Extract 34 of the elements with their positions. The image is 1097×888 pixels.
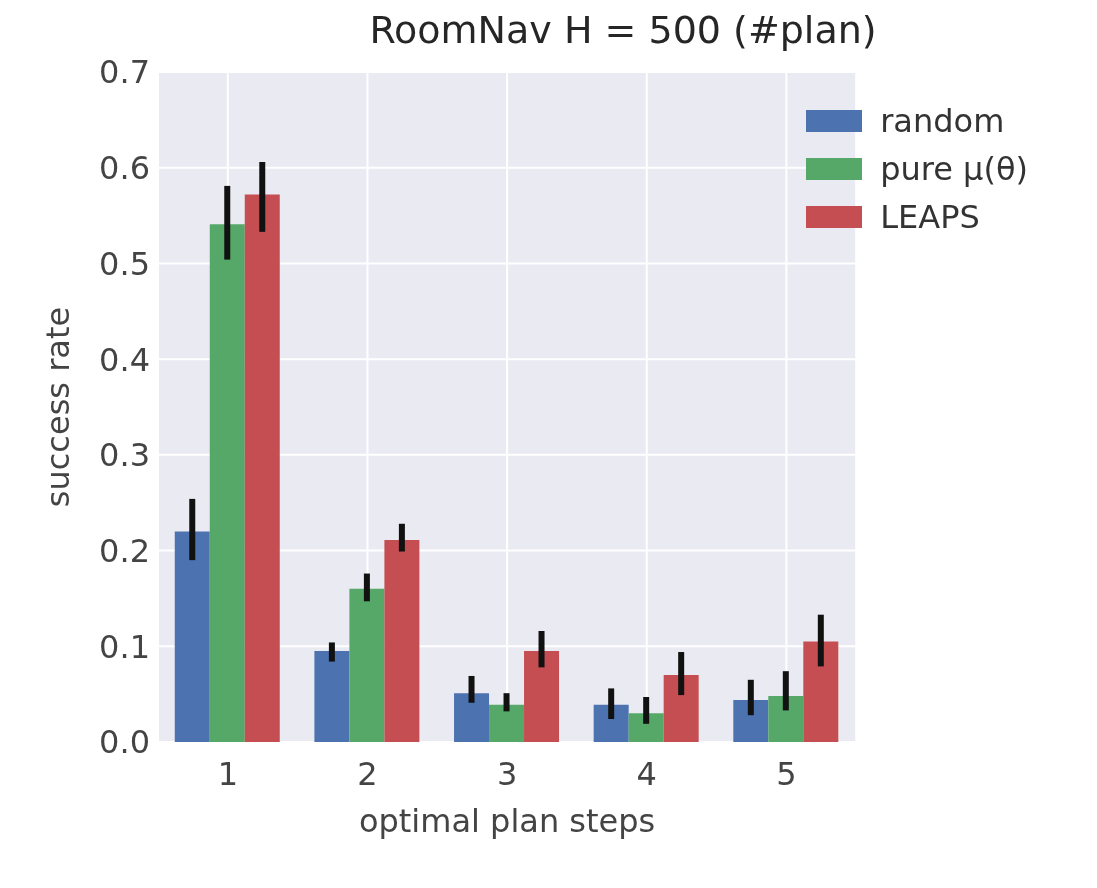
y-tick-label: 0.1 <box>99 627 150 666</box>
legend-label: LEAPS <box>880 198 980 236</box>
bar <box>489 704 525 742</box>
y-tick-label: 0.0 <box>99 723 150 762</box>
x-tick-label: 4 <box>636 754 657 793</box>
bar <box>593 704 629 742</box>
bar <box>244 194 280 742</box>
bar <box>663 675 699 742</box>
legend-label: pure μ(θ) <box>880 150 1028 188</box>
bar <box>349 588 385 742</box>
y-tick-label: 0.3 <box>99 436 150 475</box>
bar <box>314 651 350 742</box>
bar <box>174 531 210 742</box>
x-tick-label: 3 <box>496 754 518 793</box>
bar <box>209 224 245 742</box>
y-tick-label: 0.5 <box>99 244 150 283</box>
chart-title: RoomNav H = 500 (#plan) <box>368 8 878 52</box>
x-tick-label: 1 <box>217 754 238 793</box>
bar <box>454 693 490 742</box>
x-tick-label: 2 <box>357 754 378 793</box>
bar <box>384 540 420 742</box>
x-tick-label: 5 <box>776 754 797 793</box>
bar <box>628 713 664 742</box>
y-tick-label: 0.7 <box>99 53 150 92</box>
y-tick-label: 0.6 <box>99 149 150 188</box>
bar <box>524 651 560 742</box>
bar <box>733 699 769 742</box>
bar <box>803 641 839 742</box>
bar <box>768 696 804 742</box>
y-tick-label: 0.2 <box>99 531 150 570</box>
y-axis-title: success rate <box>39 306 78 508</box>
legend-label: random <box>880 102 1005 140</box>
x-axis-title: optimal plan steps <box>358 802 656 840</box>
y-tick-label: 0.4 <box>99 340 150 379</box>
